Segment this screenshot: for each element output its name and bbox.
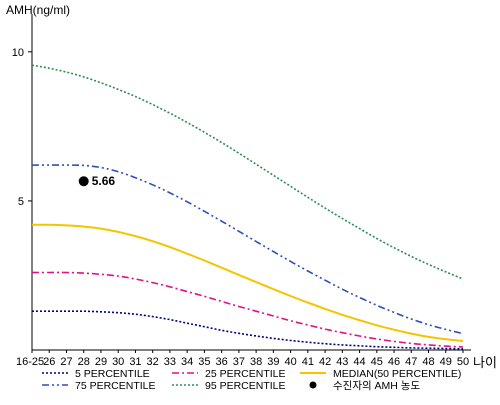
x-tick-label: 27	[60, 356, 72, 368]
legend-label: 75 PERCENTILE	[75, 380, 156, 392]
legend-label: 95 PERCENTILE	[205, 380, 286, 392]
patient-amh-point	[78, 176, 89, 187]
x-tick-label: 26	[43, 356, 55, 368]
x-tick-label: 50	[457, 356, 469, 368]
x-tick-label: 46	[388, 356, 400, 368]
y-tick-label: 10	[12, 47, 24, 59]
x-tick-label: 16-25	[16, 356, 44, 368]
legend-label: 25 PERCENTILE	[205, 368, 286, 380]
x-tick-label: 40	[284, 356, 296, 368]
x-tick-label: 42	[319, 356, 331, 368]
x-tick-label: 29	[95, 356, 107, 368]
series-line-95-percentile	[31, 64, 464, 280]
x-tick-label: 30	[112, 356, 124, 368]
x-tick-label: 48	[422, 356, 434, 368]
legend-label: 수진자의 AMH 농도	[333, 380, 420, 392]
x-tick-label: 33	[164, 356, 176, 368]
series-line-25-percentile	[31, 271, 464, 348]
x-tick-label: 45	[371, 356, 383, 368]
legend-label: 5 PERCENTILE	[75, 368, 150, 380]
x-tick-label: 32	[147, 356, 159, 368]
x-tick-label: 38	[250, 356, 262, 368]
x-tick-label: 44	[353, 356, 365, 368]
x-tick-label: 43	[336, 356, 348, 368]
series-line-75-percentile	[31, 164, 464, 335]
x-tick-label: 39	[267, 356, 279, 368]
x-axis-label: 나이	[473, 355, 497, 370]
x-tick-label: 35	[198, 356, 210, 368]
x-tick-label: 41	[302, 356, 314, 368]
legend-point-swatch	[309, 381, 317, 389]
legend-label: MEDIAN(50 PERCENTILE)	[333, 368, 461, 380]
patient-amh-value-label: 5.66	[92, 174, 116, 188]
x-tick-label: 31	[129, 356, 141, 368]
y-tick-label: 5	[18, 196, 24, 208]
x-tick-label: 49	[440, 356, 452, 368]
x-tick-label: 36	[216, 356, 228, 368]
y-axis-label: AMH(ng/ml)	[6, 3, 70, 17]
x-tick-label: 47	[405, 356, 417, 368]
series-line-5-percentile	[31, 310, 464, 350]
x-tick-label: 37	[233, 356, 245, 368]
x-tick-label: 28	[78, 356, 90, 368]
x-tick-label: 34	[181, 356, 193, 368]
series-line-median-50-percentile-	[31, 223, 464, 343]
